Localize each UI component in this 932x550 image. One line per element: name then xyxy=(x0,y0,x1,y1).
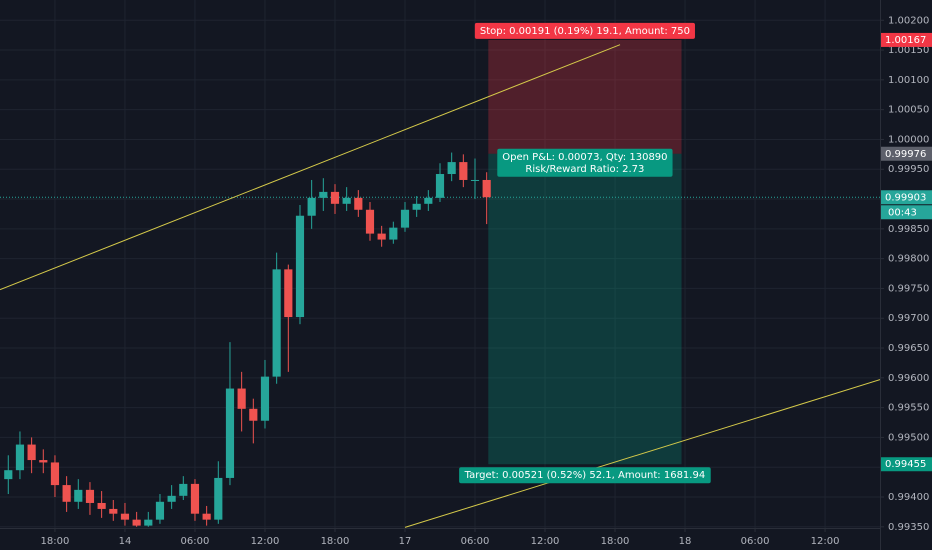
target-badge: 0.99455 xyxy=(885,459,926,470)
target-label: Target: 0.00521 (0.52%) 52.1, Amount: 16… xyxy=(459,467,711,484)
entry-badge-bg xyxy=(881,146,932,161)
candle-body xyxy=(389,227,398,240)
candle-body xyxy=(155,501,165,520)
x-tick-label: 18:00 xyxy=(601,536,630,547)
x-tick-label: 12:00 xyxy=(251,536,280,547)
x-tick-label: 12:00 xyxy=(811,536,840,547)
candle-body xyxy=(295,215,305,318)
y-tick-label: 1.00050 xyxy=(888,105,929,116)
candle-body xyxy=(132,519,141,526)
x-tick-label: 06:00 xyxy=(741,536,770,547)
last-price-badge-bg xyxy=(881,190,932,205)
y-tick-label: 1.00200 xyxy=(888,15,929,26)
candle-body xyxy=(307,197,316,216)
y-tick-label: 0.99550 xyxy=(888,403,929,414)
x-tick-label: 06:00 xyxy=(461,536,490,547)
trendline xyxy=(404,379,880,528)
x-tick-label: 17 xyxy=(399,536,412,547)
candle-body xyxy=(97,502,106,509)
candle-body xyxy=(74,489,83,502)
candle-body xyxy=(284,269,293,318)
stop-label-text: Stop: 0.00191 (0.19%) 19.1, Amount: 750 xyxy=(480,26,690,37)
y-tick-label: 1.00000 xyxy=(888,134,929,145)
stop-zone xyxy=(488,39,682,154)
y-tick-label: 0.99850 xyxy=(888,224,929,235)
y-tick-label: 1.00150 xyxy=(888,45,929,56)
y-tick-label: 0.99750 xyxy=(888,283,929,294)
x-tick-label: 18:00 xyxy=(41,536,70,547)
last-price-badge: 0.99903 xyxy=(885,192,926,203)
pnl-label-text: Risk/Reward Ratio: 2.73 xyxy=(525,164,644,175)
y-tick-label: 0.99950 xyxy=(888,164,929,175)
pnl-label-text: Open P&L: 0.00073, Qty: 130890 xyxy=(502,152,667,163)
target-label-text: Target: 0.00521 (0.52%) 52.1, Amount: 16… xyxy=(464,470,706,481)
countdown-bg xyxy=(881,205,932,220)
candle-body xyxy=(365,209,375,234)
candle-body xyxy=(482,179,491,198)
candle-body xyxy=(435,174,445,198)
y-tick-label: 0.99500 xyxy=(888,432,929,443)
candle-body xyxy=(50,462,60,486)
y-tick-label: 0.99600 xyxy=(888,373,929,384)
candle-body xyxy=(109,508,118,514)
y-tick-label: 0.99800 xyxy=(888,254,929,265)
candle-body xyxy=(202,513,211,520)
trendline xyxy=(0,44,621,291)
target-zone xyxy=(488,153,682,465)
target-label-bg xyxy=(459,467,711,484)
pnl-label-bg xyxy=(497,148,673,177)
candle-body xyxy=(330,191,340,204)
countdown: 00:43 xyxy=(888,207,917,218)
candle-body xyxy=(167,495,176,502)
candle-body xyxy=(424,197,433,204)
candle-body xyxy=(144,519,153,526)
candle-body xyxy=(85,489,95,503)
candle-body xyxy=(15,444,25,471)
y-tick-label: 0.99350 xyxy=(888,522,929,533)
candle-body xyxy=(62,485,71,502)
plot-area xyxy=(0,0,880,528)
candle-body xyxy=(412,203,421,210)
candle-body xyxy=(39,460,48,463)
candle-body xyxy=(377,233,386,240)
candle-body xyxy=(27,444,36,461)
x-axis-bg xyxy=(0,528,880,550)
candle-body xyxy=(470,179,480,181)
candle-body xyxy=(120,513,130,520)
candle-body xyxy=(319,191,328,198)
x-tick-label: 12:00 xyxy=(531,536,560,547)
candle-body xyxy=(179,483,188,496)
candle-body xyxy=(260,376,270,421)
y-tick-label: 1.00100 xyxy=(888,75,929,86)
target-badge-bg xyxy=(881,457,932,472)
x-tick-label: 06:00 xyxy=(181,536,210,547)
pnl-label: Open P&L: 0.00073, Qty: 130890Risk/Rewar… xyxy=(497,148,673,177)
candle-body xyxy=(190,483,200,514)
stop-badge-bg xyxy=(881,32,932,47)
x-tick-label: 18 xyxy=(679,536,692,547)
candle-body xyxy=(225,388,235,478)
candle-body xyxy=(354,197,363,210)
candle-body xyxy=(272,269,281,377)
y-tick-label: 0.99700 xyxy=(888,313,929,324)
entry-badge: 0.99976 xyxy=(885,149,926,160)
candle-body xyxy=(249,408,258,421)
x-tick-label: 14 xyxy=(119,536,132,547)
candle-body xyxy=(459,162,468,180)
candle-body xyxy=(214,477,223,520)
candle-body xyxy=(237,388,246,409)
candle-body xyxy=(4,470,13,480)
y-tick-label: 0.99400 xyxy=(888,492,929,503)
stop-badge: 1.00167 xyxy=(885,35,926,46)
y-tick-label: 0.99650 xyxy=(888,343,929,354)
x-tick-label: 18:00 xyxy=(321,536,350,547)
candle-body xyxy=(400,209,410,228)
candle-body xyxy=(447,162,456,175)
stop-label: Stop: 0.00191 (0.19%) 19.1, Amount: 750 xyxy=(474,22,695,39)
stop-label-bg xyxy=(474,22,695,39)
candle-body xyxy=(342,197,351,204)
